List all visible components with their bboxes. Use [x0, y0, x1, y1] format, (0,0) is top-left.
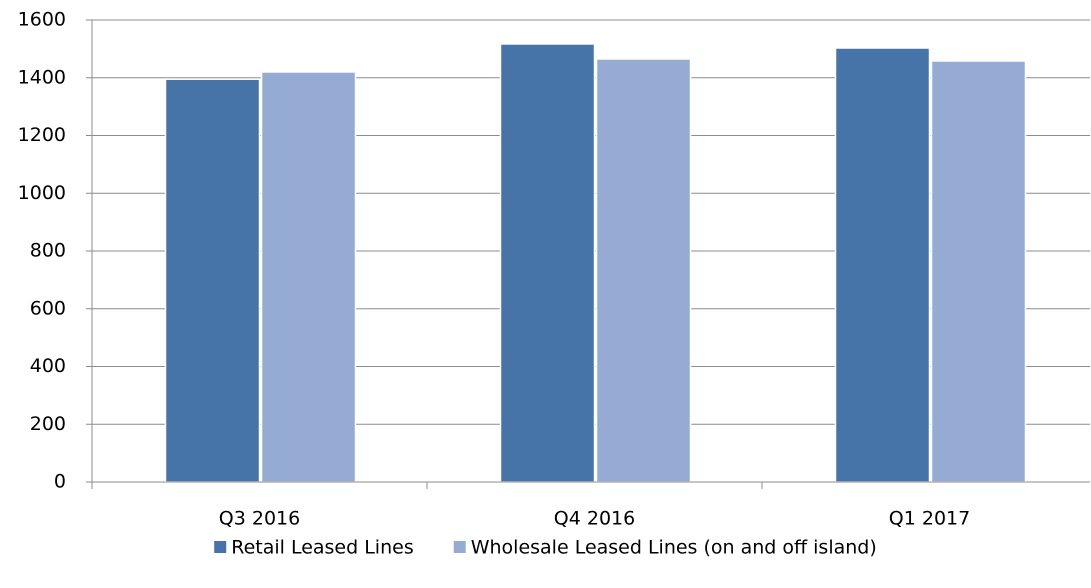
bar: [930, 60, 1027, 483]
y-tick-label: 1200: [18, 124, 66, 146]
legend-label: Wholesale Leased Lines (on and off islan…: [471, 537, 877, 559]
y-tick-label: 0: [54, 471, 66, 493]
bar: [164, 78, 261, 483]
y-tick-label: 400: [30, 355, 66, 377]
bar: [260, 71, 357, 483]
bar: [834, 47, 931, 483]
y-tick-label: 200: [30, 413, 66, 435]
x-tick-label: Q4 2016: [554, 508, 635, 530]
y-tick-label: 600: [30, 297, 66, 319]
x-tick-label: Q1 2017: [889, 508, 970, 530]
legend-swatch: [453, 541, 466, 553]
legend-swatch: [214, 541, 227, 553]
bar: [499, 43, 596, 483]
x-tick-label: Q3 2016: [219, 508, 300, 530]
legend-label: Retail Leased Lines: [231, 537, 414, 559]
bar: [595, 58, 692, 483]
y-tick-label: 1600: [18, 9, 66, 31]
y-tick-label: 1000: [18, 182, 66, 204]
y-tick-label: 800: [30, 240, 66, 262]
y-tick-label: 1400: [18, 66, 66, 88]
